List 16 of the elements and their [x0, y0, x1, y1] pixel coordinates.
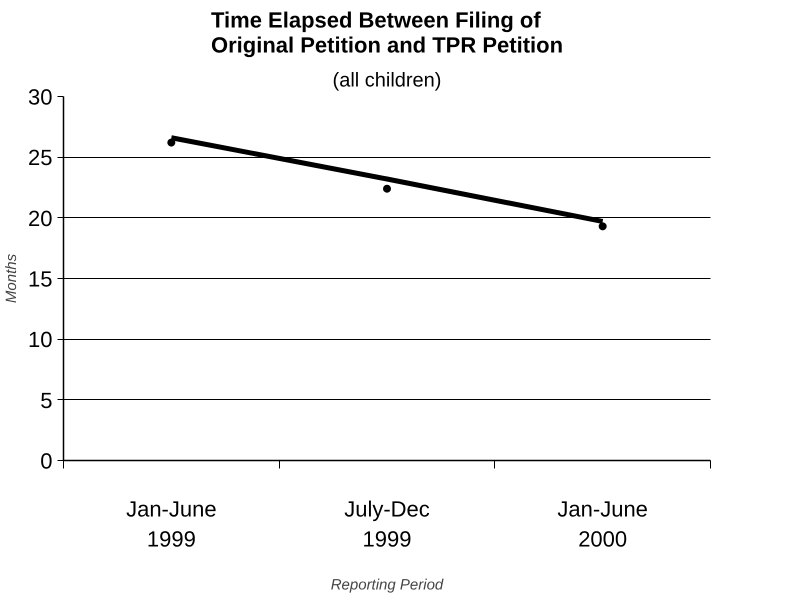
- y-tick-label: 15: [28, 266, 53, 292]
- point: [383, 184, 391, 193]
- y-tick-label: 20: [28, 206, 53, 231]
- x-axis-title: Reporting Period: [330, 576, 444, 594]
- x-tick-label: Jan-June 2000: [557, 496, 648, 552]
- y-tick-label: 30: [28, 84, 53, 110]
- x-tick-label: Jan-June 1999: [126, 496, 217, 552]
- y-axis-title: Months: [3, 253, 20, 304]
- chart-title: Time Elapsed Between Filing of Original Petition and TPR Petition: [210, 8, 564, 58]
- y-tick-label: 0: [40, 448, 53, 474]
- y-tick-label: 25: [28, 145, 53, 170]
- y-tick-label: 10: [28, 327, 53, 352]
- chart-subtitle: (all children): [332, 70, 442, 92]
- y-tick-label: 5: [40, 388, 53, 413]
- point: [598, 222, 607, 230]
- x-tick-label: July-Dec 1999: [344, 496, 430, 552]
